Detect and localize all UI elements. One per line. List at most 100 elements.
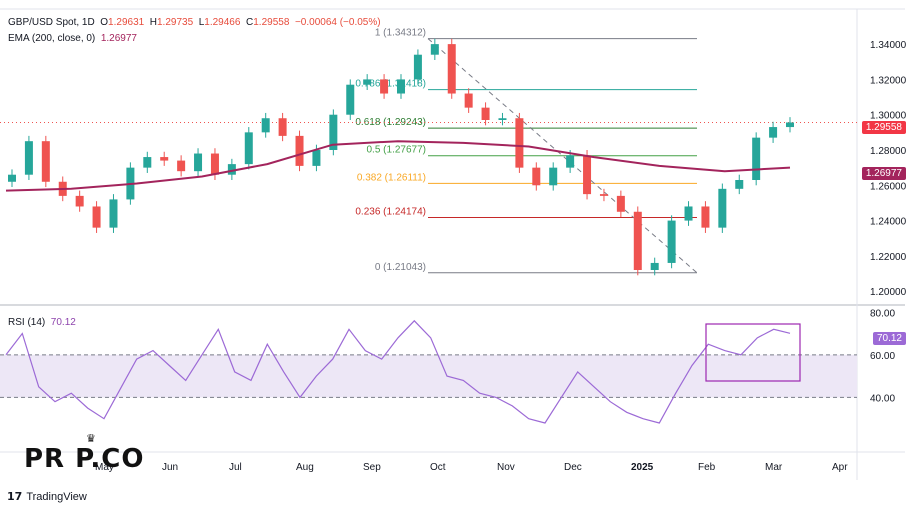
- rsi-label: RSI (14): [8, 317, 46, 328]
- ema-badge: 1.26977: [861, 167, 906, 180]
- candle-body: [583, 155, 592, 195]
- candle-body: [397, 79, 405, 94]
- fib-level-label: 0.382 (1.26111): [357, 172, 426, 183]
- watermark-logo: PR P.CO ♛: [24, 432, 145, 474]
- candle-body: [430, 44, 439, 55]
- candle-body: [599, 194, 608, 196]
- candle-body: [650, 262, 659, 270]
- candle-body: [464, 93, 473, 108]
- candle-body: [41, 141, 50, 182]
- watermark-text: PR P.CO: [24, 444, 145, 474]
- candle-body: [769, 127, 778, 138]
- high-value: 1.29735: [157, 17, 194, 28]
- low-value: 1.29466: [204, 17, 241, 28]
- candle-body: [8, 174, 16, 182]
- fib-level-label: 0.236 (1.24174): [355, 207, 426, 218]
- fib-level-label: 0.618 (1.29243): [355, 117, 426, 128]
- price-legend: GBP/USD Spot, 1D O1.29631 H1.29735 L1.29…: [8, 17, 381, 28]
- price-tick-label: 1.22000: [870, 252, 907, 263]
- rsi-value: 70.12: [50, 317, 76, 328]
- candle-body: [380, 79, 389, 94]
- fib-level-label: 0.5 (1.27677): [367, 145, 427, 156]
- candle-body: [329, 114, 338, 150]
- candle-body: [667, 220, 676, 263]
- time-tick-label: Sep: [363, 462, 381, 473]
- fib-level-label: 0.786 (1.31418): [355, 79, 426, 90]
- candle-body: [295, 135, 304, 166]
- price-tick-label: 1.30000: [870, 111, 907, 122]
- candle-body: [24, 141, 33, 175]
- rsi-tick-label: 80.00: [870, 308, 895, 319]
- candle-body: [752, 137, 761, 180]
- time-tick-label: Aug: [296, 462, 314, 473]
- candle-body: [261, 118, 270, 133]
- candle-body: [363, 79, 372, 85]
- rsi-tick-label: 60.00: [870, 351, 895, 362]
- time-tick-label: May: [95, 462, 114, 473]
- tradingview-branding: 𝟭𝟳 TradingView: [7, 491, 87, 503]
- price-tick-label: 1.34000: [870, 40, 907, 51]
- price-tick-label: 1.28000: [870, 146, 907, 157]
- candle-body: [447, 44, 456, 94]
- candle-body: [160, 157, 169, 161]
- rsi-legend: RSI (14) 70.12: [8, 317, 76, 328]
- candle-body: [278, 118, 287, 136]
- time-tick-label: Jun: [162, 462, 178, 473]
- time-tick-label: Feb: [698, 462, 716, 473]
- ema-label: EMA (200, close, 0): [8, 33, 96, 44]
- close-value: 1.29558: [253, 17, 290, 28]
- time-tick-label: Mar: [765, 462, 783, 473]
- time-tick-label: Dec: [564, 462, 582, 473]
- rsi-badge: 70.12: [872, 332, 906, 345]
- candle-body: [177, 160, 186, 172]
- ema-legend: EMA (200, close, 0) 1.26977: [8, 33, 137, 44]
- candle-body: [481, 107, 490, 120]
- candle-body: [75, 195, 84, 207]
- ema-value: 1.26977: [100, 33, 137, 44]
- candle-body: [786, 122, 794, 128]
- candle-body: [718, 188, 727, 228]
- candle-body: [549, 167, 558, 186]
- price-tick-label: 1.32000: [870, 75, 907, 86]
- last-price-badge: 1.29558: [861, 121, 906, 134]
- candle-body: [684, 206, 693, 221]
- rsi-line: [5, 319, 791, 424]
- candle-body: [312, 150, 321, 166]
- candle-body: [701, 206, 710, 228]
- rsi-tick-label: 40.00: [870, 393, 895, 404]
- candle-body: [515, 118, 524, 168]
- price-tick-label: 1.20000: [870, 287, 907, 298]
- tradingview-logo-icon: 𝟭𝟳: [7, 491, 23, 503]
- candle-body: [735, 180, 744, 189]
- time-tick-label: Apr: [832, 462, 848, 473]
- time-tick-label: Nov: [497, 462, 515, 473]
- candle-body: [532, 167, 541, 186]
- fib-level-label: 1 (1.34312): [375, 28, 426, 39]
- ema-line: [5, 140, 791, 192]
- candle-body: [194, 153, 203, 172]
- candle-body: [413, 54, 422, 80]
- rsi-highlight-box: [705, 323, 801, 382]
- symbol-label: GBP/USD Spot, 1D: [8, 17, 95, 28]
- candle-body: [244, 132, 253, 165]
- time-tick-label: Jul: [229, 462, 242, 473]
- change-value: −0.00064 (−0.05%): [294, 17, 381, 28]
- price-tick-label: 1.24000: [870, 217, 907, 228]
- candle-body: [346, 84, 355, 115]
- candle-body: [566, 155, 575, 168]
- candle-body: [633, 211, 642, 270]
- candle-body: [210, 153, 219, 175]
- open-value: 1.29631: [108, 17, 145, 28]
- candle-body: [227, 164, 236, 175]
- fib-trend-line: [427, 38, 698, 274]
- candle-body: [498, 118, 507, 120]
- rsi-band: [0, 354, 857, 398]
- fib-level-label: 0 (1.21043): [375, 262, 426, 273]
- crown-icon: ♛: [86, 432, 97, 445]
- candle-body: [109, 199, 118, 228]
- candle-body: [92, 206, 101, 228]
- time-tick-label: 2025: [631, 462, 654, 473]
- price-tick-label: 1.26000: [870, 181, 907, 192]
- candle-body: [616, 195, 625, 212]
